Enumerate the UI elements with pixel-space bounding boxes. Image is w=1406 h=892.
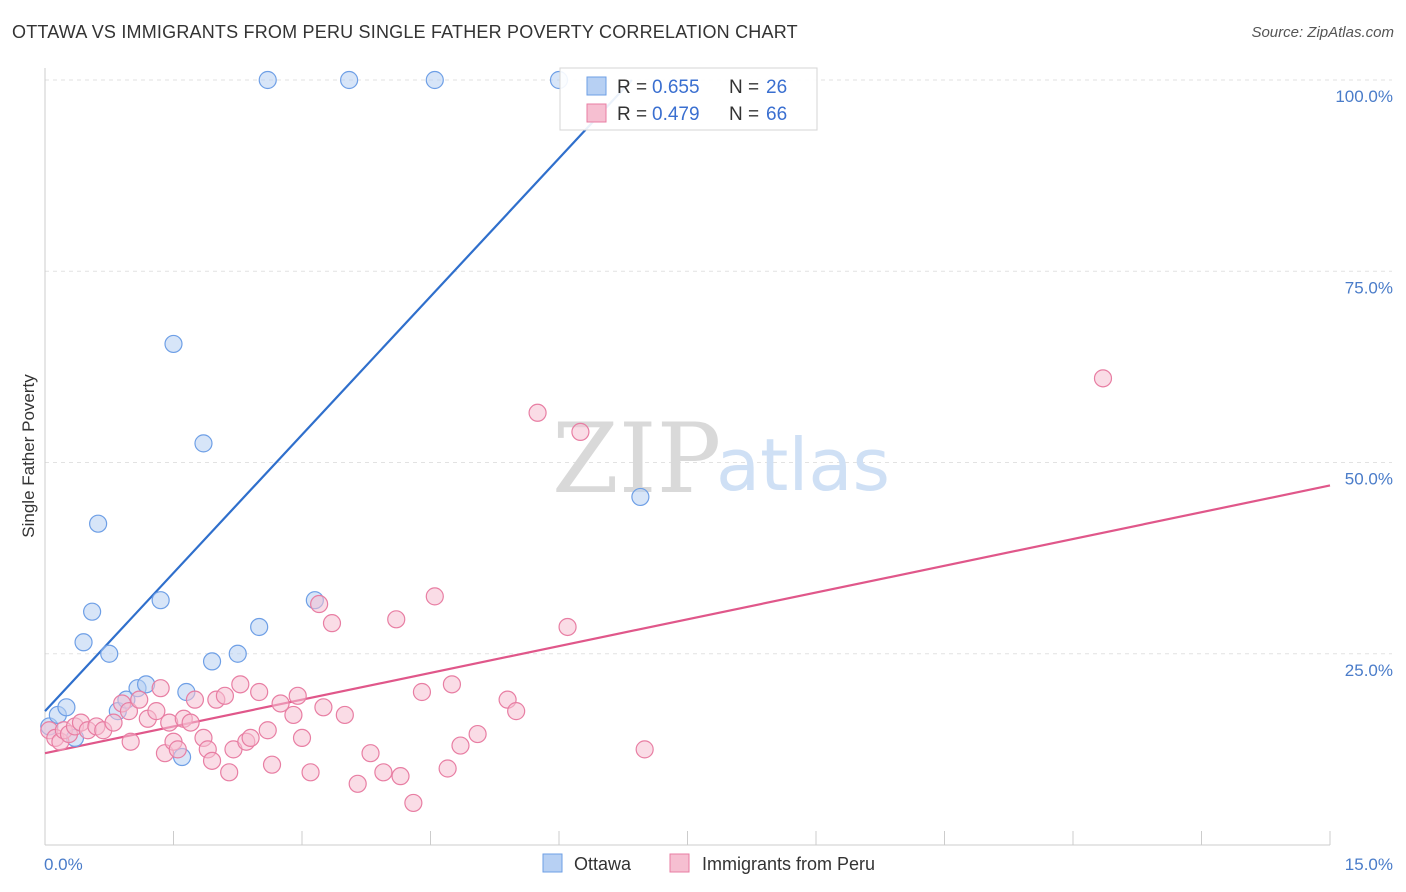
y-axis-label: Single Father Poverty	[19, 374, 38, 538]
point-ottawa-25	[631, 487, 650, 507]
point-ottawa-12	[151, 591, 170, 610]
point-ottawa-6	[89, 514, 108, 533]
bottom-legend-label-ottawa[interactable]: Ottawa	[574, 854, 632, 874]
point-peru-10	[104, 713, 123, 732]
point-peru-13	[121, 732, 140, 751]
legend-n-value-peru: 66	[766, 104, 787, 125]
point-ottawa-4	[74, 633, 93, 652]
point-peru-41	[292, 728, 312, 748]
trend-line-peru	[44, 484, 1331, 755]
legend-swatch-peru	[586, 103, 607, 123]
legend-r-label-peru: R =	[617, 104, 647, 125]
watermark: ZIP atlas	[552, 403, 890, 515]
point-peru-55	[438, 759, 457, 778]
point-peru-16	[147, 702, 166, 721]
point-peru-61	[528, 403, 547, 422]
legend-r-label-ottawa: R =	[617, 77, 647, 98]
point-ottawa-13	[164, 334, 183, 354]
watermark-atlas: atlas	[716, 423, 890, 507]
point-peru-63	[571, 422, 590, 441]
point-ottawa-22	[340, 70, 359, 90]
point-ottawa-7	[100, 644, 119, 663]
legend-r-value-peru: 0.479	[652, 104, 700, 125]
point-peru-42	[301, 763, 320, 782]
point-ottawa-16	[194, 434, 213, 453]
point-peru-60	[507, 702, 526, 721]
point-peru-35	[250, 682, 269, 702]
point-peru-17	[151, 679, 170, 698]
axes	[44, 68, 1331, 846]
point-peru-47	[348, 774, 367, 793]
point-ottawa-18	[228, 644, 247, 663]
gridlines	[45, 79, 1392, 655]
point-peru-36	[258, 721, 277, 740]
point-peru-14	[130, 690, 149, 709]
legend-n-label-ottawa: N =	[729, 77, 759, 98]
point-peru-37	[262, 755, 282, 774]
bottom-legend-swatch-ottawa[interactable]	[542, 853, 563, 873]
legend: R = 0.655 N = 26 R = 0.479 N = 66	[559, 67, 818, 131]
point-peru-39	[284, 705, 303, 725]
point-peru-21	[168, 740, 187, 759]
point-peru-27	[202, 751, 222, 770]
point-peru-50	[387, 610, 406, 629]
trend-line-ottawa	[44, 79, 633, 712]
point-peru-24	[185, 690, 205, 709]
point-peru-38	[271, 694, 290, 713]
legend-swatch-ottawa	[586, 76, 607, 96]
point-peru-57	[451, 736, 470, 755]
legend-n-value-ottawa: 26	[766, 77, 787, 98]
point-peru-56	[442, 675, 462, 694]
chart-title: OTTAWA VS IMMIGRANTS FROM PERU SINGLE FA…	[12, 22, 798, 42]
point-ottawa-5	[83, 602, 102, 621]
point-ottawa-2	[57, 698, 76, 717]
point-peru-44	[314, 698, 333, 717]
point-peru-46	[335, 705, 354, 725]
point-peru-29	[215, 686, 234, 705]
point-peru-34	[241, 728, 260, 748]
point-ottawa-17	[202, 652, 222, 671]
trend-lines	[44, 79, 1331, 755]
y-tick-label-0: 25.0%	[1345, 661, 1393, 680]
y-tick-label-1: 50.0%	[1345, 470, 1393, 489]
data-points	[40, 70, 1113, 813]
x-tick-label-0: 0.0%	[44, 855, 83, 874]
y-tick-label-3: 100.0%	[1335, 87, 1393, 106]
point-peru-62	[558, 617, 577, 637]
point-peru-30	[220, 763, 239, 782]
point-peru-45	[322, 614, 342, 633]
point-peru-40	[288, 686, 307, 705]
point-peru-12	[119, 702, 139, 721]
chart-source: Source: ZipAtlas.com	[1251, 24, 1394, 41]
bottom-legend-label-peru[interactable]: Immigrants from Peru	[702, 854, 875, 874]
point-ottawa-20	[258, 70, 277, 90]
point-peru-43	[310, 594, 329, 614]
point-peru-64	[635, 740, 654, 759]
point-peru-54	[425, 587, 444, 606]
point-peru-49	[374, 763, 393, 782]
point-peru-32	[231, 675, 250, 694]
point-peru-65	[1093, 369, 1113, 388]
tick-labels: 25.0% 50.0% 75.0% 100.0% 0.0% 15.0%	[44, 87, 1393, 874]
point-peru-58	[468, 724, 487, 744]
point-peru-52	[404, 793, 423, 813]
point-peru-51	[391, 767, 410, 786]
point-ottawa-23	[425, 70, 444, 90]
y-tick-label-2: 75.0%	[1345, 278, 1393, 297]
point-peru-48	[361, 744, 380, 763]
legend-n-label-peru: N =	[729, 104, 759, 125]
point-ottawa-19	[250, 617, 269, 637]
point-peru-53	[412, 682, 432, 702]
legend-r-value-ottawa: 0.655	[652, 77, 700, 98]
point-peru-23	[181, 713, 200, 732]
bottom-legend-swatch-peru[interactable]	[669, 853, 690, 873]
x-tick-label-1: 15.0%	[1345, 855, 1393, 874]
bottom-legend[interactable]: Ottawa Immigrants from Peru	[542, 853, 875, 874]
